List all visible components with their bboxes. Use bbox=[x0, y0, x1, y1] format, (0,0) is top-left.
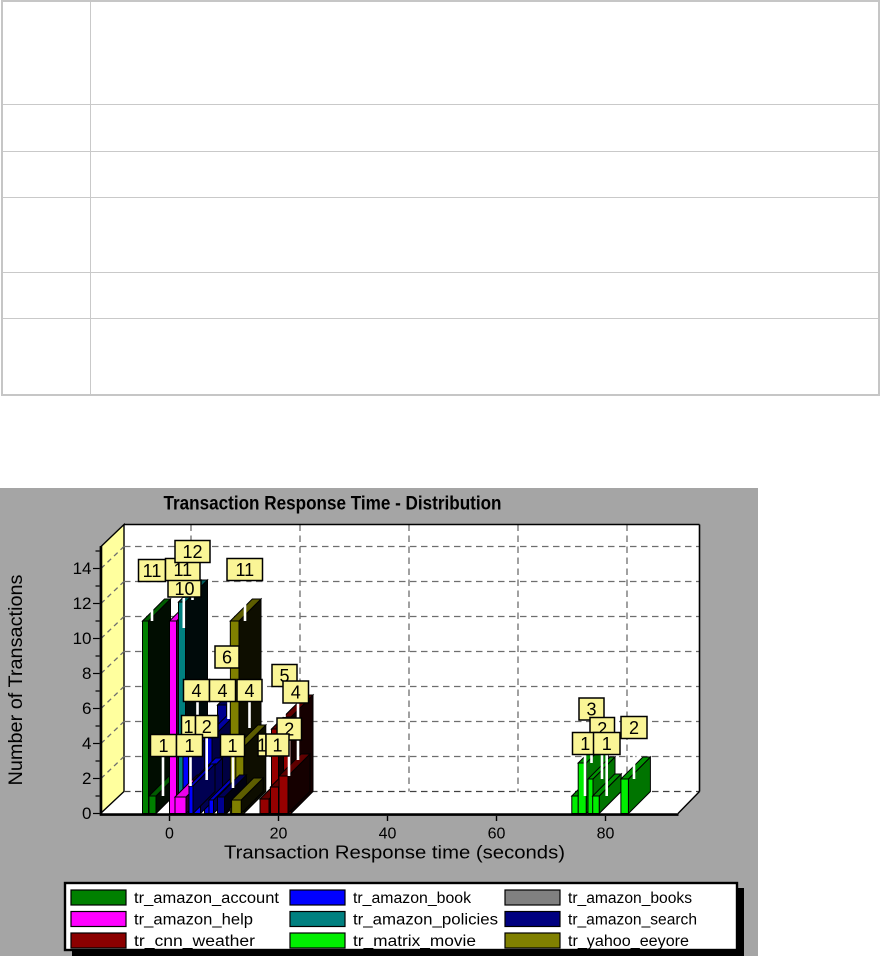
svg-text:10: 10 bbox=[174, 579, 194, 599]
svg-text:tr_amazon_account: tr_amazon_account bbox=[134, 890, 280, 907]
svg-text:11: 11 bbox=[143, 561, 162, 581]
svg-text:1: 1 bbox=[580, 734, 590, 754]
svg-text:Number of Transactions: Number of Transactions bbox=[6, 575, 27, 786]
svg-text:tr_yahoo_eeyore: tr_yahoo_eeyore bbox=[568, 933, 689, 950]
svg-text:1: 1 bbox=[184, 736, 194, 756]
svg-text:tr_amazon_book: tr_amazon_book bbox=[353, 890, 471, 907]
svg-text:11: 11 bbox=[235, 560, 254, 580]
svg-text:2: 2 bbox=[284, 720, 294, 740]
svg-text:tr_amazon_policies: tr_amazon_policies bbox=[353, 912, 498, 929]
svg-text:4: 4 bbox=[244, 681, 254, 701]
svg-text:2: 2 bbox=[202, 717, 212, 737]
svg-text:Transaction Response time (sec: Transaction Response time (seconds) bbox=[224, 842, 565, 863]
svg-text:2: 2 bbox=[629, 718, 639, 738]
svg-text:Transaction Response Time - Di: Transaction Response Time - Distribution bbox=[164, 494, 502, 515]
svg-text:5: 5 bbox=[279, 666, 289, 686]
svg-text:4: 4 bbox=[217, 681, 227, 701]
svg-text:10: 10 bbox=[73, 629, 92, 648]
svg-text:1: 1 bbox=[227, 736, 237, 756]
svg-text:tr_matrix_movie: tr_matrix_movie bbox=[353, 933, 476, 950]
svg-text:tr_amazon_search: tr_amazon_search bbox=[568, 912, 697, 929]
svg-text:4: 4 bbox=[191, 681, 201, 701]
svg-text:20: 20 bbox=[270, 826, 288, 843]
svg-text:8: 8 bbox=[82, 664, 91, 683]
svg-text:1: 1 bbox=[602, 734, 612, 754]
svg-text:0: 0 bbox=[165, 826, 174, 843]
svg-text:11: 11 bbox=[173, 560, 192, 580]
svg-text:14: 14 bbox=[73, 559, 92, 578]
svg-text:0: 0 bbox=[82, 804, 91, 823]
svg-text:4: 4 bbox=[82, 734, 91, 753]
svg-text:tr_cnn_weather: tr_cnn_weather bbox=[134, 933, 255, 950]
svg-text:tr_amazon_books: tr_amazon_books bbox=[568, 890, 692, 907]
svg-text:2: 2 bbox=[82, 769, 91, 788]
svg-text:12: 12 bbox=[73, 594, 92, 613]
svg-text:1: 1 bbox=[183, 717, 193, 737]
svg-text:40: 40 bbox=[379, 826, 397, 843]
svg-text:60: 60 bbox=[488, 826, 506, 843]
svg-text:1: 1 bbox=[272, 736, 282, 756]
svg-text:4: 4 bbox=[291, 683, 301, 703]
svg-text:1: 1 bbox=[158, 736, 168, 756]
svg-text:12: 12 bbox=[182, 542, 202, 562]
svg-text:3: 3 bbox=[586, 700, 596, 720]
svg-text:2: 2 bbox=[597, 719, 607, 739]
svg-text:6: 6 bbox=[222, 648, 232, 668]
svg-text:6: 6 bbox=[82, 699, 91, 718]
svg-text:1: 1 bbox=[257, 736, 267, 756]
svg-text:tr_amazon_help: tr_amazon_help bbox=[134, 912, 253, 929]
svg-text:80: 80 bbox=[597, 826, 615, 843]
